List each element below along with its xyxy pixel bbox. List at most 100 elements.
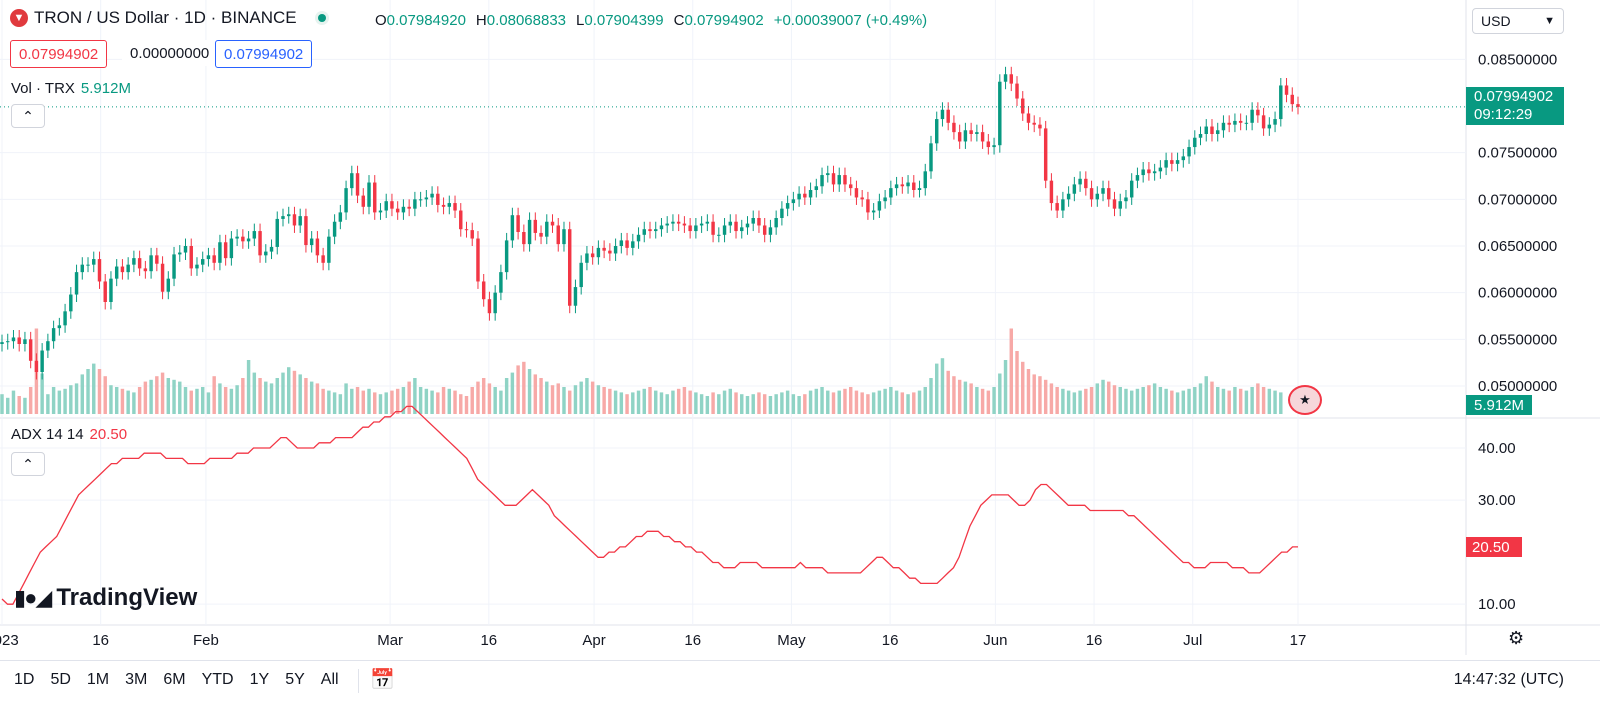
utc-clock[interactable]: 14:47:32 (UTC) [1453, 671, 1564, 688]
volume-bar [11, 390, 16, 414]
tron-logo-icon: ▼ [10, 9, 28, 27]
range-button-6m[interactable]: 6M [163, 671, 186, 688]
candle-body [688, 225, 692, 232]
candle-body [332, 221, 337, 237]
candle-body [1141, 169, 1145, 176]
candle-body [705, 221, 710, 224]
candle-body [1296, 104, 1300, 107]
volume-bar [487, 383, 492, 414]
range-button-5d[interactable]: 5D [50, 671, 71, 688]
candle-body [1221, 122, 1226, 131]
candle-body [625, 240, 629, 248]
volume-bar [935, 363, 939, 414]
symbol-title[interactable]: TRON / US Dollar · 1D · BINANCE [34, 8, 297, 27]
volume-bar [418, 387, 423, 414]
candle-body [367, 182, 371, 207]
volume-bar [848, 387, 853, 414]
candle-body [757, 218, 761, 226]
goto-date-icon[interactable]: 📅 [370, 669, 395, 691]
buy-price-box[interactable]: 0.07994902 [215, 40, 313, 68]
candle-body [602, 247, 606, 251]
price-tick-label: 0.06000000 [1478, 285, 1557, 302]
volume-bar [441, 387, 446, 414]
volume-bar [522, 361, 526, 414]
candle-body [975, 132, 979, 134]
candle-body [298, 216, 302, 226]
candle-body [1112, 199, 1117, 209]
volume-bar [659, 392, 664, 414]
volume-bar [940, 358, 945, 414]
candle-body [762, 225, 767, 235]
candle-body [1032, 122, 1036, 125]
range-button-5y[interactable]: 5Y [285, 671, 305, 688]
time-tick-label: 16 [92, 632, 109, 649]
candle-body [1118, 201, 1122, 209]
candle-body [373, 182, 377, 213]
range-button-1m[interactable]: 1M [86, 671, 110, 688]
volume-bar [676, 388, 681, 414]
adx-legend-value: 20.50 [89, 426, 128, 443]
volume-bar [269, 383, 274, 414]
range-button-all[interactable]: All [320, 671, 339, 688]
volume-bar [493, 387, 497, 414]
sell-price-box[interactable]: 0.07994902 [10, 40, 108, 68]
volume-bar [860, 392, 864, 414]
volume-bar [579, 381, 583, 414]
candle-body [321, 255, 325, 263]
candle-body [1215, 130, 1220, 134]
settings-gear-icon[interactable]: ⚙ [1508, 628, 1525, 648]
candle-body [287, 214, 291, 217]
candle-body [200, 259, 205, 265]
candle-body [1170, 160, 1174, 164]
time-tick-label: May [777, 632, 806, 649]
volume-bar [109, 385, 113, 414]
volume-bar [722, 390, 727, 414]
candle-body [1238, 120, 1243, 123]
candle-body [40, 350, 44, 372]
volume-bar [1267, 388, 1272, 414]
candle-body [912, 182, 916, 190]
volume-bar [235, 385, 239, 414]
candle-body [751, 218, 755, 224]
candle-body [1227, 122, 1231, 125]
range-button-ytd[interactable]: YTD [201, 671, 234, 688]
volume-bar [1061, 388, 1065, 414]
volume-bar [1221, 388, 1226, 414]
volume-bar [510, 372, 515, 414]
volume-bar [401, 387, 406, 414]
collapse-adx-button[interactable]: ⌃ [11, 452, 45, 476]
candle-body [1078, 178, 1082, 185]
collapse-legend-button[interactable]: ⌃ [11, 104, 45, 128]
candle-body [126, 264, 130, 273]
volume-bar [774, 394, 778, 414]
candle-body [906, 182, 910, 187]
candle-body [797, 193, 801, 200]
currency-select[interactable]: USD ▼ [1472, 8, 1564, 34]
candle-body [218, 242, 222, 263]
toolbar-divider [358, 669, 359, 693]
symbol-header[interactable]: ▼ TRON / US Dollar · 1D · BINANCE [10, 8, 329, 28]
candle-body [132, 258, 136, 265]
candle-body [527, 219, 532, 245]
range-button-1d[interactable]: 1D [14, 671, 35, 688]
range-button-1y[interactable]: 1Y [249, 671, 270, 688]
candle-body [728, 221, 733, 226]
volume-bar [883, 388, 887, 414]
candle-body [642, 229, 646, 235]
volume-bar [57, 390, 62, 414]
volume-bar [321, 388, 325, 414]
volume-bar [40, 373, 44, 414]
volume-bar [980, 388, 985, 414]
range-button-3m[interactable]: 3M [125, 671, 148, 688]
volume-bar [0, 394, 4, 414]
volume-bar [1084, 388, 1088, 414]
volume-bar [315, 383, 320, 414]
us-flag-event-icon[interactable]: ★ [1288, 385, 1322, 415]
volume-bar [1118, 387, 1122, 414]
volume-bar [803, 394, 807, 414]
candle-body [894, 184, 899, 189]
candle-body [504, 240, 509, 273]
candle-body [476, 238, 480, 282]
volume-bar [785, 390, 790, 414]
